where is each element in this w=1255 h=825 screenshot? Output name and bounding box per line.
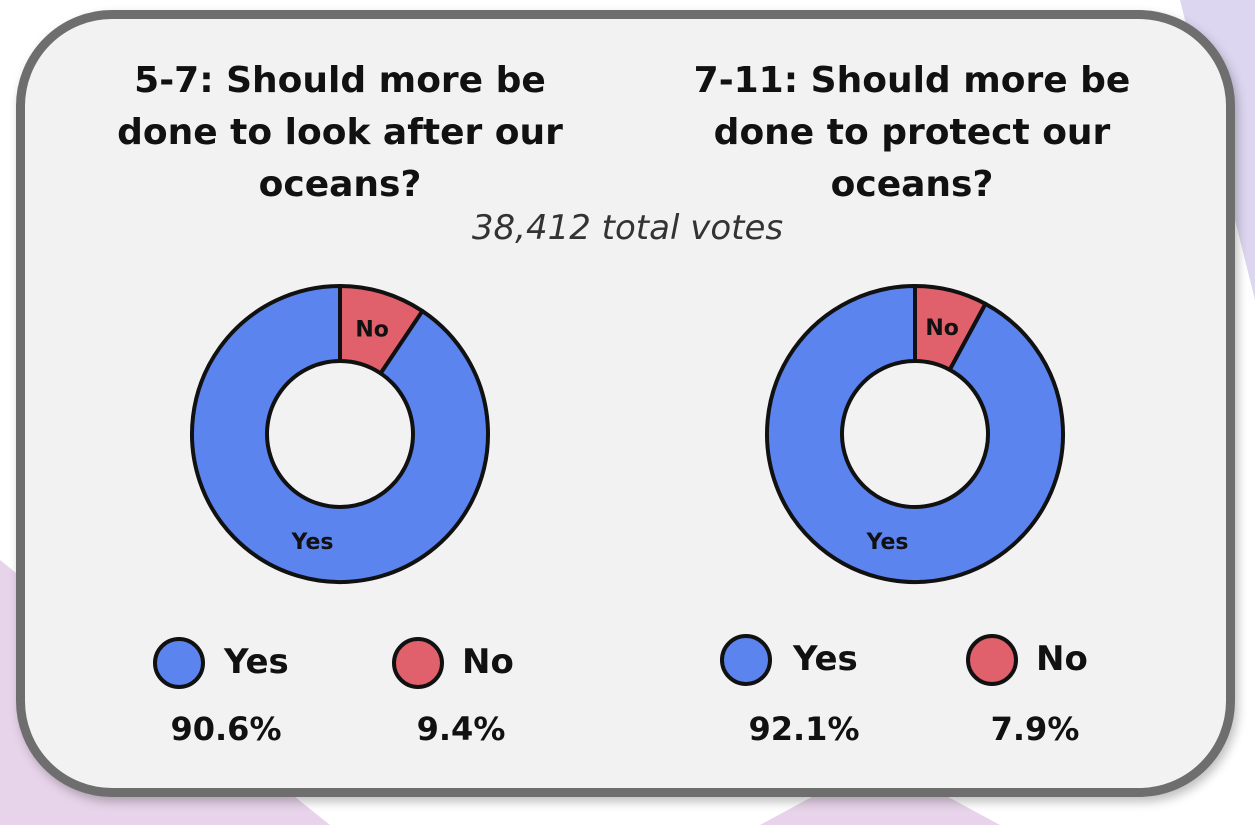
legend-yes-icon-right xyxy=(720,634,772,686)
total-votes: 38,412 total votes xyxy=(471,208,784,248)
slice-label-no-right: No xyxy=(925,316,959,341)
legend-yes-label-left: Yes xyxy=(224,642,289,682)
legend-no-value-right: 7.9% xyxy=(990,710,1080,748)
legend-yes-icon-left xyxy=(153,637,205,689)
legend-yes-value-left: 90.6% xyxy=(170,710,282,748)
donut-slice-yes-left xyxy=(190,284,490,584)
slice-label-no-left: No xyxy=(355,317,389,342)
legend-no-label-left: No xyxy=(462,642,514,682)
slice-label-yes-left: Yes xyxy=(291,530,334,555)
legend-no-label-right: No xyxy=(1036,639,1088,679)
legend-no-value-left: 9.4% xyxy=(416,710,506,748)
chart-title-right: 7-11: Should more be done to protect our… xyxy=(693,60,1131,205)
legend-no-icon-right xyxy=(966,634,1018,686)
chart-title-left: 5-7: Should more be done to look after o… xyxy=(117,60,563,205)
legend-yes-value-right: 92.1% xyxy=(748,710,860,748)
slice-label-yes-right: Yes xyxy=(866,530,909,555)
donut-chart-right: No Yes xyxy=(765,284,1065,584)
legend-yes-label-right: Yes xyxy=(793,639,858,679)
legend-no-icon-left xyxy=(392,637,444,689)
donut-slice-yes-right xyxy=(765,284,1065,584)
donut-chart-left: No Yes xyxy=(190,284,490,584)
